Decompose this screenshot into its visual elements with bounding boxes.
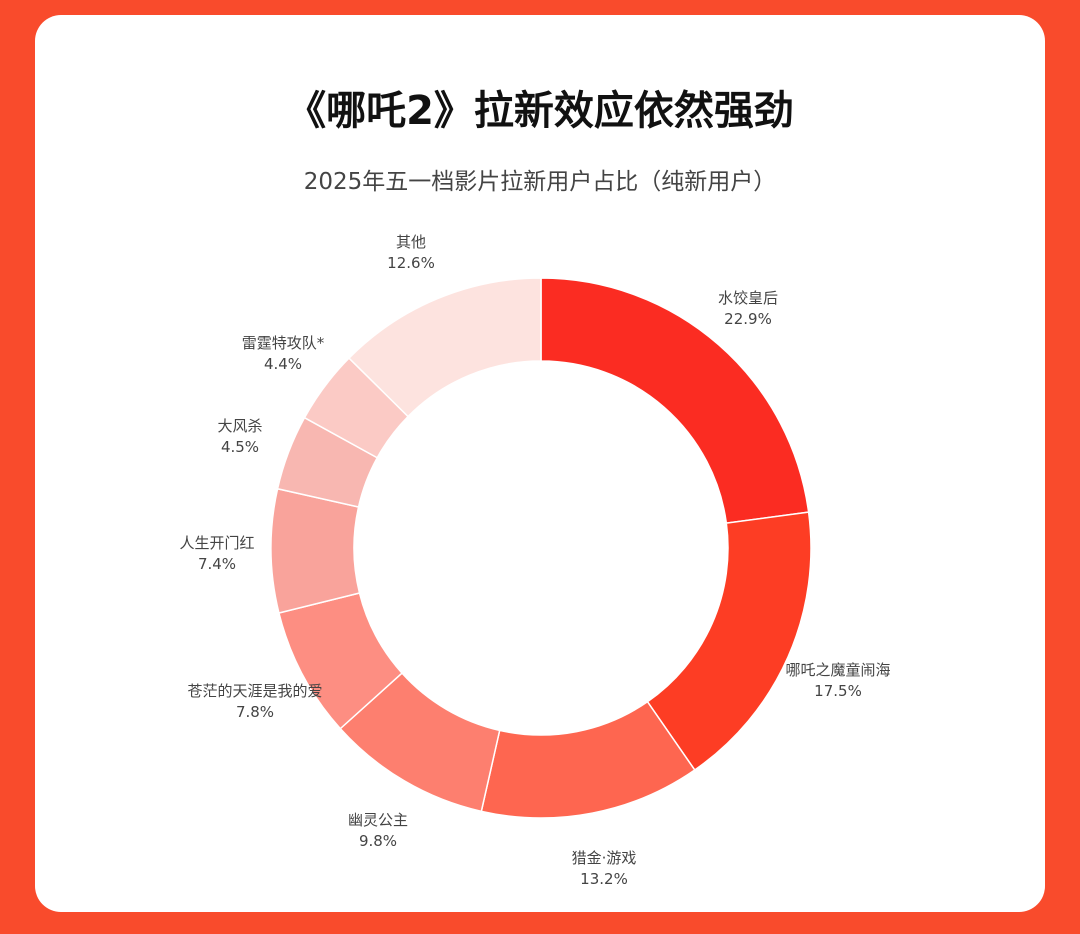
slice-label: 幽灵公主 9.8% <box>347 811 409 850</box>
slice-label: 雷霆特攻队* 4.4% <box>241 334 325 373</box>
donut-slice-0 <box>540 277 810 524</box>
slice-label: 大风杀 4.5% <box>217 417 263 456</box>
chart-subtitle: 2025年五一档影片拉新用户占比（纯新用户） <box>303 169 777 195</box>
chart-title: 《哪吒2》拉新效应依然强劲 <box>286 88 794 134</box>
donut-slice-8 <box>347 277 542 418</box>
slice-label: 猎金·游戏 13.2% <box>571 849 637 888</box>
slice-label: 哪吒之魔童闹海 17.5% <box>785 661 891 700</box>
donut-slice-5 <box>270 487 361 614</box>
slice-label: 人生开门红 7.4% <box>179 534 255 573</box>
slice-label: 其他 12.6% <box>387 233 435 272</box>
donut-slice-1 <box>646 511 812 772</box>
slice-label: 苍茫的天涯是我的爱 7.8% <box>187 682 323 721</box>
slice-label: 水饺皇后 22.9% <box>717 289 779 328</box>
